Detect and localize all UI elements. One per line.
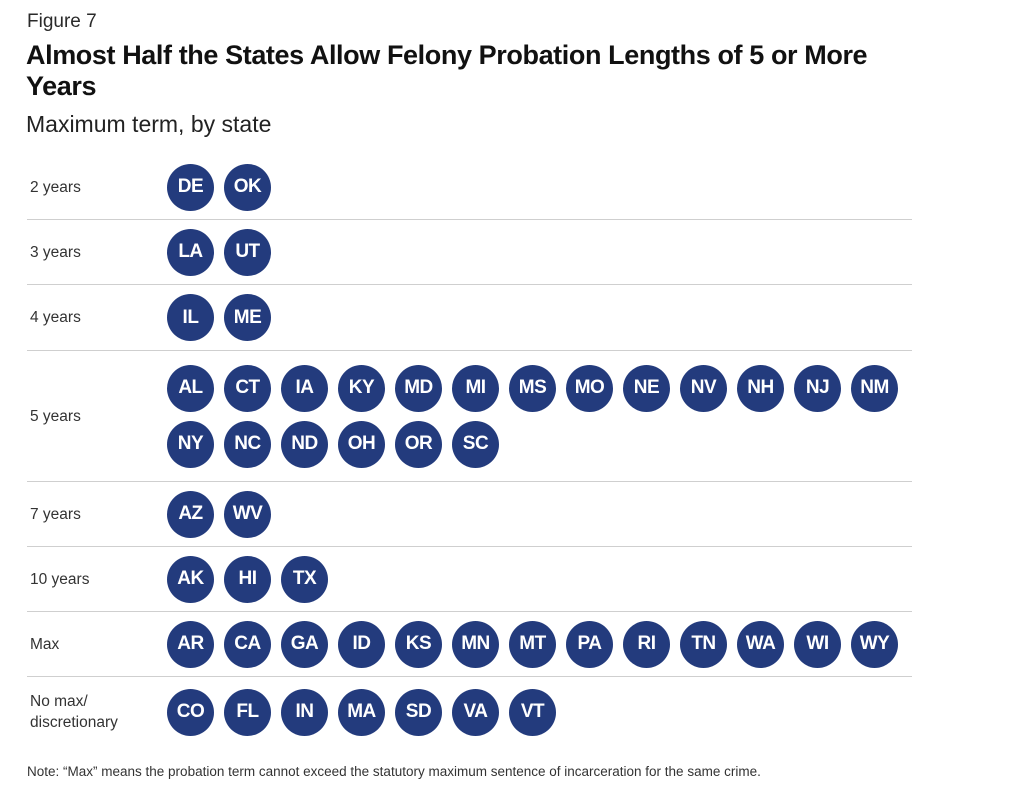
figure-label: Figure 7 [27, 11, 97, 32]
state-bubble: UT [224, 228, 271, 276]
table-row: No max/ discretionary CO FL IN MA SD VA VT [27, 677, 912, 747]
state-bubble: DE [167, 163, 214, 211]
state-bubble: VA [452, 688, 499, 736]
state-bubble-group: IL ME [167, 294, 912, 341]
state-bubble: NV [680, 364, 727, 412]
state-bubble: OH [338, 420, 385, 468]
state-bubble: NJ [794, 364, 841, 412]
state-bubble: ID [338, 620, 385, 668]
state-bubble: ME [224, 294, 271, 341]
row-label: Max [30, 635, 60, 653]
table-row: 5 years AL CT IA KY MD MI MS MO NE NV NH NJ NM NY NC ND O… [27, 351, 912, 482]
state-bubble: MT [509, 620, 556, 668]
state-bubble: ND [281, 420, 328, 468]
state-bubble: HI [224, 555, 271, 603]
state-bubble: MS [509, 364, 556, 412]
state-bubble: FL [224, 688, 271, 736]
state-bubble: NH [737, 364, 784, 412]
row-label: 4 years [30, 309, 81, 326]
state-bubble: AZ [167, 490, 214, 538]
state-bubble: OK [224, 163, 271, 211]
state-bubble: WY [851, 620, 898, 668]
state-bubble: KY [338, 364, 385, 412]
state-bubble: NY [167, 420, 214, 468]
state-bubble: PA [566, 620, 613, 668]
state-bubble: NC [224, 420, 271, 468]
state-term-table: 2 years DE OK 3 years LA UT 4 years IL ME 5 years… [27, 155, 912, 747]
state-bubble: MA [338, 688, 385, 736]
row-label: 10 years [30, 570, 90, 588]
state-bubble: SD [395, 688, 442, 736]
state-bubble: AR [167, 620, 214, 668]
state-bubble: CO [167, 688, 214, 736]
state-bubble: TN [680, 620, 727, 668]
row-label: 2 years [30, 178, 81, 196]
chart-note: Note: “Max” means the probation term can… [27, 764, 761, 779]
state-bubble-group: AR CA GA ID KS MN MT PA RI TN WA WI WY [167, 620, 912, 668]
row-label: No max/ discretionary [30, 693, 118, 731]
state-bubble: CA [224, 620, 271, 668]
chart-subtitle: Maximum term, by state [26, 111, 272, 137]
state-bubble: MD [395, 364, 442, 412]
table-row: 7 years AZ WV [27, 482, 912, 547]
state-bubble: IL [167, 294, 214, 341]
state-bubble: GA [281, 620, 328, 668]
state-bubble: AK [167, 555, 214, 603]
state-bubble-group: LA UT [167, 228, 912, 276]
table-row: 3 years LA UT [27, 220, 912, 285]
table-row: 10 years AK HI TX [27, 547, 912, 612]
state-bubble: WV [224, 490, 271, 538]
row-label: 7 years [30, 505, 81, 523]
table-row: 4 years IL ME [27, 285, 912, 351]
state-bubble: SC [452, 420, 499, 468]
state-bubble: MO [566, 364, 613, 412]
table-row: Max AR CA GA ID KS MN MT PA RI TN WA WI WY [27, 612, 912, 677]
state-bubble: NE [623, 364, 670, 412]
state-bubble-group: AZ WV [167, 490, 912, 538]
state-bubble: LA [167, 228, 214, 276]
state-bubble: AL [167, 364, 214, 412]
state-bubble-group: CO FL IN MA SD VA VT [167, 688, 912, 736]
state-bubble: OR [395, 420, 442, 468]
state-bubble: MI [452, 364, 499, 412]
state-bubble: IN [281, 688, 328, 736]
state-bubble-group: DE OK [167, 163, 912, 211]
state-bubble-group: AK HI TX [167, 555, 912, 603]
state-bubble: IA [281, 364, 328, 412]
state-bubble: VT [509, 688, 556, 736]
row-label: 5 years [30, 407, 81, 425]
state-bubble: TX [281, 555, 328, 603]
state-bubble: NM [851, 364, 898, 412]
state-bubble: WI [794, 620, 841, 668]
table-row: 2 years DE OK [27, 155, 912, 220]
state-bubble: CT [224, 364, 271, 412]
row-label: 3 years [30, 243, 81, 261]
state-bubble: RI [623, 620, 670, 668]
state-bubble: KS [395, 620, 442, 668]
state-bubble: WA [737, 620, 784, 668]
state-bubble: MN [452, 620, 499, 668]
chart-title: Almost Half the States Allow Felony Prob… [26, 40, 868, 101]
state-bubble-group: AL CT IA KY MD MI MS MO NE NV NH NJ NM NY NC ND OH OR SC [167, 364, 912, 468]
